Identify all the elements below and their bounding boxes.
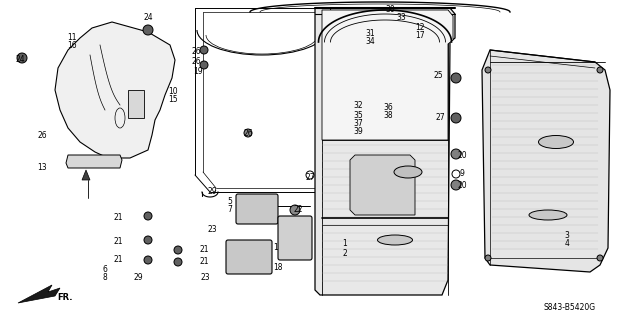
Circle shape: [485, 255, 491, 261]
Text: 14: 14: [273, 243, 283, 253]
Polygon shape: [322, 10, 453, 140]
Circle shape: [144, 212, 152, 220]
Text: 23: 23: [200, 273, 210, 283]
Text: 20: 20: [457, 182, 467, 190]
Text: 21: 21: [113, 213, 123, 222]
Text: 39: 39: [353, 128, 363, 137]
Text: 13: 13: [37, 164, 47, 173]
Text: 35: 35: [353, 110, 363, 120]
Ellipse shape: [538, 136, 573, 149]
Ellipse shape: [529, 210, 567, 220]
Text: 19: 19: [193, 68, 203, 77]
Circle shape: [597, 255, 603, 261]
Text: 21: 21: [199, 257, 209, 266]
Circle shape: [263, 202, 273, 212]
Circle shape: [144, 256, 152, 264]
Circle shape: [200, 61, 208, 69]
Text: 26: 26: [243, 130, 253, 138]
Text: 30: 30: [385, 5, 395, 14]
Circle shape: [243, 202, 253, 212]
Text: 2: 2: [342, 249, 348, 257]
Text: 5: 5: [228, 197, 232, 206]
Text: 26: 26: [191, 57, 201, 66]
Text: 10: 10: [168, 87, 178, 97]
Circle shape: [451, 73, 461, 83]
Circle shape: [174, 258, 182, 266]
FancyBboxPatch shape: [226, 240, 272, 274]
Circle shape: [597, 67, 603, 73]
Circle shape: [143, 25, 153, 35]
Text: 16: 16: [67, 41, 77, 50]
Polygon shape: [55, 22, 175, 158]
Circle shape: [451, 180, 461, 190]
Text: 18: 18: [273, 263, 283, 272]
Text: 23: 23: [207, 226, 217, 234]
Text: 34: 34: [365, 38, 375, 47]
Circle shape: [144, 236, 152, 244]
Text: 24: 24: [143, 13, 153, 23]
Text: 21: 21: [199, 246, 209, 255]
Ellipse shape: [394, 166, 422, 178]
Circle shape: [254, 251, 262, 259]
Text: 17: 17: [415, 32, 425, 41]
Circle shape: [485, 67, 491, 73]
Circle shape: [235, 252, 245, 262]
Text: 7: 7: [228, 205, 232, 214]
Text: 3: 3: [564, 232, 570, 241]
Text: 22: 22: [293, 205, 303, 214]
Text: 1: 1: [342, 240, 348, 249]
Text: 26: 26: [37, 130, 47, 139]
Text: 38: 38: [383, 112, 393, 121]
FancyBboxPatch shape: [278, 216, 312, 260]
Circle shape: [200, 46, 208, 54]
Text: 8: 8: [102, 273, 108, 283]
Polygon shape: [482, 50, 610, 272]
Circle shape: [17, 53, 27, 63]
Text: 32: 32: [353, 101, 363, 110]
Polygon shape: [18, 285, 60, 303]
Circle shape: [244, 129, 252, 137]
Text: 21: 21: [113, 256, 123, 264]
Text: 28: 28: [241, 263, 251, 272]
Text: 37: 37: [353, 120, 363, 129]
Circle shape: [174, 246, 182, 254]
Ellipse shape: [378, 235, 413, 245]
Text: 20: 20: [457, 151, 467, 160]
Text: 24: 24: [15, 56, 25, 64]
Text: 36: 36: [383, 103, 393, 113]
Circle shape: [290, 205, 300, 215]
Text: 6: 6: [102, 265, 108, 275]
Text: 29: 29: [133, 273, 143, 283]
Text: 27: 27: [305, 174, 315, 182]
Text: 21: 21: [113, 238, 123, 247]
Text: 15: 15: [168, 95, 178, 105]
Text: 26: 26: [191, 48, 201, 56]
Text: 4: 4: [564, 240, 570, 249]
Circle shape: [451, 113, 461, 123]
Polygon shape: [315, 8, 455, 295]
Text: 29: 29: [207, 188, 217, 197]
Text: S843-B5420G: S843-B5420G: [544, 302, 596, 311]
Text: 12: 12: [415, 24, 425, 33]
Polygon shape: [82, 170, 90, 180]
Text: 11: 11: [67, 33, 77, 42]
Text: 25: 25: [433, 71, 443, 80]
Text: 27: 27: [435, 114, 445, 122]
Text: 33: 33: [396, 13, 406, 23]
Circle shape: [451, 149, 461, 159]
Polygon shape: [350, 155, 415, 215]
Text: FR.: FR.: [57, 293, 73, 302]
FancyBboxPatch shape: [236, 194, 278, 224]
Bar: [128, 90, 144, 118]
Text: 31: 31: [365, 29, 375, 39]
Text: 9: 9: [460, 169, 465, 179]
Polygon shape: [66, 155, 122, 168]
